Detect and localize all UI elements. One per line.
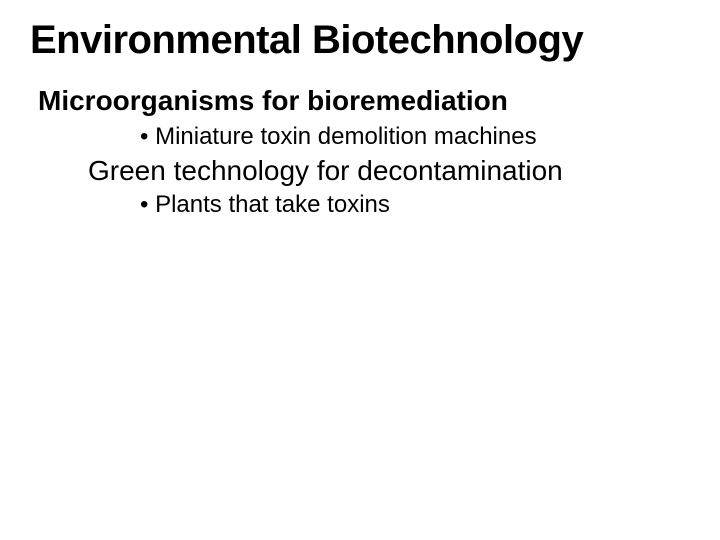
bullet-plants-toxins: • Plants that take toxins [140,191,690,219]
section-heading-bioremediation: Microorganisms for bioremediation [38,85,690,117]
section-heading-green-tech: Green technology for decontamination [88,155,690,187]
slide-title: Environmental Biotechnology [30,18,690,63]
bullet-toxin-machines: • Miniature toxin demolition machines [140,123,690,151]
slide-container: Environmental Biotechnology Microorganis… [0,0,720,237]
